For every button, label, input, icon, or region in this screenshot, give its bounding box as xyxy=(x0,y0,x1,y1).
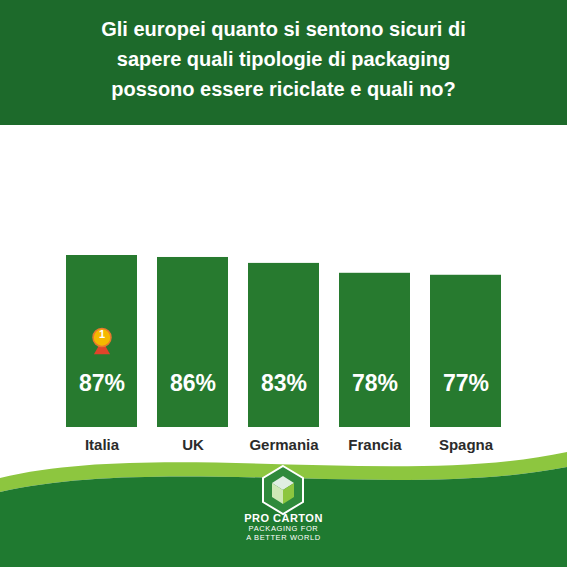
svg-text:UK: UK xyxy=(182,436,204,453)
svg-text:87%: 87% xyxy=(79,370,125,396)
svg-text:Spagna: Spagna xyxy=(439,436,494,453)
svg-text:Francia: Francia xyxy=(348,436,402,453)
svg-text:1: 1 xyxy=(99,328,105,340)
svg-text:Germania: Germania xyxy=(249,436,319,453)
svg-text:86%: 86% xyxy=(170,370,216,396)
svg-text:83%: 83% xyxy=(261,370,307,396)
svg-text:Italia: Italia xyxy=(85,436,120,453)
html-text:A BETTER WORLD: A BETTER WORLD xyxy=(246,533,321,542)
html-text:PACKAGING FOR: PACKAGING FOR xyxy=(248,524,319,533)
html-text:PRO CARTON: PRO CARTON xyxy=(244,512,323,524)
svg-text:77%: 77% xyxy=(443,370,489,396)
svg-text:78%: 78% xyxy=(352,370,398,396)
html-text:Gli europei quanto si sentono: Gli europei quanto si sentono sicuri di … xyxy=(101,18,466,100)
